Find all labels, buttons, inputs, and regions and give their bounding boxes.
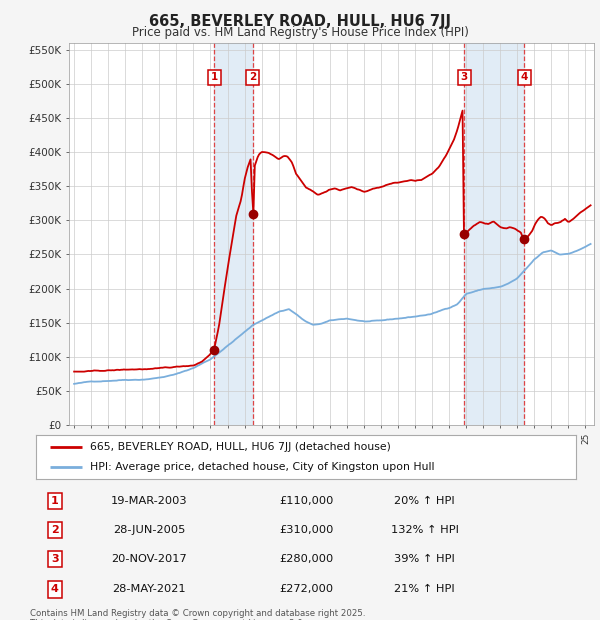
Text: 20% ↑ HPI: 20% ↑ HPI [394,496,455,506]
Text: 665, BEVERLEY ROAD, HULL, HU6 7JJ: 665, BEVERLEY ROAD, HULL, HU6 7JJ [149,14,451,29]
Text: 20-NOV-2017: 20-NOV-2017 [112,554,187,564]
Text: 2: 2 [51,525,59,535]
Text: HPI: Average price, detached house, City of Kingston upon Hull: HPI: Average price, detached house, City… [90,462,434,472]
Text: Price paid vs. HM Land Registry's House Price Index (HPI): Price paid vs. HM Land Registry's House … [131,26,469,39]
Text: £272,000: £272,000 [279,585,333,595]
Text: 665, BEVERLEY ROAD, HULL, HU6 7JJ (detached house): 665, BEVERLEY ROAD, HULL, HU6 7JJ (detac… [90,442,391,452]
Text: £280,000: £280,000 [279,554,333,564]
Text: 4: 4 [521,73,528,82]
Text: 2: 2 [249,73,257,82]
Text: 28-JUN-2005: 28-JUN-2005 [113,525,185,535]
Text: £310,000: £310,000 [279,525,333,535]
Text: 132% ↑ HPI: 132% ↑ HPI [391,525,459,535]
Text: 1: 1 [211,73,218,82]
Text: 3: 3 [51,554,59,564]
Text: Contains HM Land Registry data © Crown copyright and database right 2025.
This d: Contains HM Land Registry data © Crown c… [30,609,365,620]
Text: 1: 1 [51,496,59,506]
Bar [214,43,253,425]
Text: 21% ↑ HPI: 21% ↑ HPI [394,585,455,595]
Text: 39% ↑ HPI: 39% ↑ HPI [394,554,455,564]
Bar [464,43,524,425]
Text: £110,000: £110,000 [279,496,333,506]
Text: 19-MAR-2003: 19-MAR-2003 [111,496,188,506]
Text: 28-MAY-2021: 28-MAY-2021 [113,585,186,595]
Text: 4: 4 [51,585,59,595]
Text: 3: 3 [461,73,468,82]
